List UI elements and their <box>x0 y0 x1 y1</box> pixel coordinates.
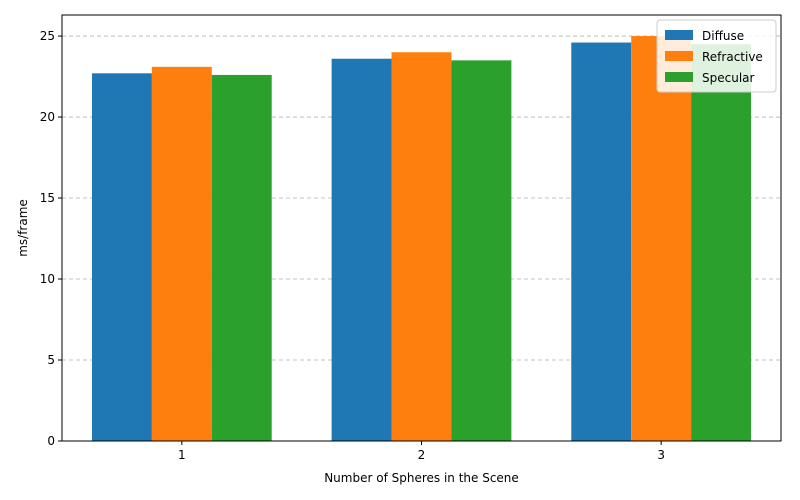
bar-specular-1 <box>211 74 272 442</box>
y-tick-label: 25 <box>40 29 55 43</box>
y-tick-label: 5 <box>47 353 55 367</box>
y-tick-label: 15 <box>40 191 55 205</box>
bar-diffuse-2 <box>331 58 392 442</box>
legend-label-refractive: Refractive <box>702 50 763 64</box>
legend-swatch-refractive <box>665 51 693 61</box>
bar-diffuse-3 <box>571 42 632 441</box>
y-axis-ticks: 0 5 10 15 20 25 <box>40 29 62 448</box>
bar-refractive-3 <box>631 36 692 441</box>
bar-diffuse-1 <box>91 73 152 441</box>
bar-refractive-1 <box>151 66 212 441</box>
bars <box>91 36 752 442</box>
y-axis-title: ms/frame <box>16 199 30 257</box>
x-tick-label: 2 <box>418 448 426 462</box>
bar-specular-2 <box>451 60 512 442</box>
bar-specular-3 <box>691 44 752 442</box>
x-axis-ticks: 1 2 3 <box>178 441 665 462</box>
x-tick-label: 3 <box>657 448 665 462</box>
x-tick-label: 1 <box>178 448 186 462</box>
legend-label-specular: Specular <box>702 71 755 85</box>
y-tick-label: 10 <box>40 272 55 286</box>
bar-refractive-2 <box>391 52 452 441</box>
x-axis-title: Number of Spheres in the Scene <box>324 471 519 485</box>
legend-swatch-diffuse <box>665 30 693 40</box>
legend: Diffuse Refractive Specular <box>656 19 777 93</box>
legend-label-diffuse: Diffuse <box>702 29 744 43</box>
y-tick-label: 20 <box>40 110 55 124</box>
y-tick-label: 0 <box>47 434 55 448</box>
legend-swatch-specular <box>665 72 693 82</box>
